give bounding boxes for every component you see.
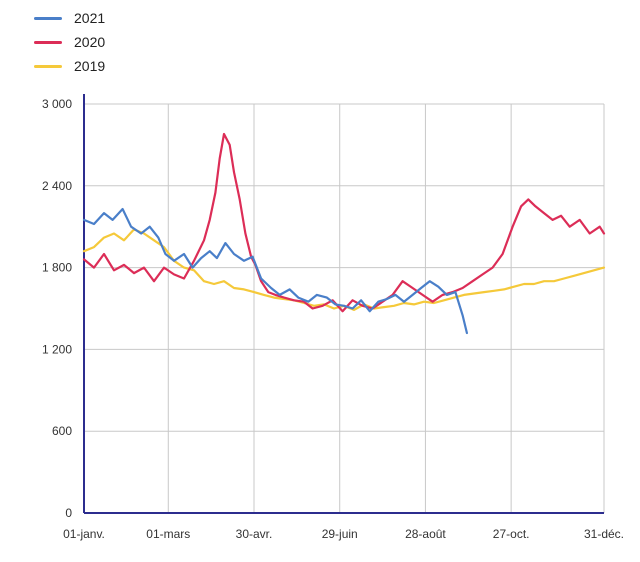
series-line-2020 — [82, 132, 606, 313]
legend-item-2021: 2021 — [34, 6, 105, 30]
y-tick-label: 600 — [52, 424, 72, 438]
chart-legend: 2021 2020 2019 — [34, 6, 105, 78]
chart-tick-labels: 0 600 1 200 1 800 2 400 3 000 01-janv. 01-mars 3… — [42, 97, 624, 541]
legend-swatch — [34, 64, 62, 68]
x-tick-label: 28-août — [405, 527, 446, 541]
chart-axes — [83, 94, 604, 514]
legend-label: 2019 — [74, 58, 106, 74]
x-tick-label: 30-avr. — [236, 527, 273, 541]
legend-label: 2020 — [74, 34, 106, 50]
legend-item-2019: 2019 — [34, 54, 105, 78]
legend-label: 2021 — [74, 10, 106, 26]
x-tick-label: 31-déc. — [584, 527, 624, 541]
y-tick-label: 1 200 — [42, 342, 72, 356]
y-tick-label: 0 — [65, 506, 72, 520]
x-tick-label: 27-oct. — [493, 527, 530, 541]
chart-series — [82, 132, 606, 335]
legend-swatch — [34, 40, 62, 44]
x-tick-label: 01-janv. — [63, 527, 105, 541]
series-line-2021 — [82, 207, 468, 335]
x-tick-label: 01-mars — [146, 527, 190, 541]
legend-swatch — [34, 16, 62, 20]
y-tick-label: 2 400 — [42, 179, 72, 193]
x-tick-label: 29-juin — [322, 527, 358, 541]
y-tick-label: 1 800 — [42, 261, 72, 275]
y-tick-label: 3 000 — [42, 97, 72, 111]
legend-item-2020: 2020 — [34, 30, 105, 54]
